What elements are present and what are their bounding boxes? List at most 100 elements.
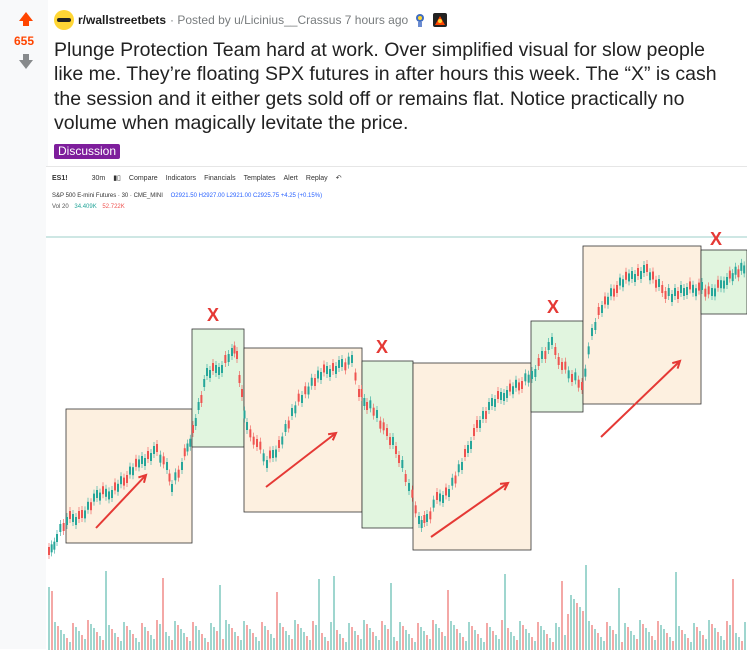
candle xyxy=(531,371,533,379)
candle xyxy=(294,405,297,414)
volume-bar xyxy=(141,623,143,650)
candle xyxy=(392,437,394,445)
cash-box xyxy=(530,320,584,413)
volume-bar xyxy=(459,633,461,650)
volume-bar xyxy=(111,629,113,650)
volume-bar xyxy=(72,623,74,650)
volume-bar xyxy=(723,640,725,650)
volume-bar xyxy=(66,638,68,650)
volume-bar xyxy=(669,637,671,650)
upvote-arrow-stem[interactable] xyxy=(23,20,29,26)
x-marker: X xyxy=(207,305,219,325)
vote-column: 655 xyxy=(0,0,48,649)
volume-bar xyxy=(519,621,521,650)
volume-bar xyxy=(252,633,254,650)
volume-bar xyxy=(426,635,428,650)
candle xyxy=(221,365,223,373)
volume-bar xyxy=(360,639,362,650)
candle xyxy=(616,285,618,293)
volume-bar xyxy=(657,621,659,650)
subreddit-avatar-icon[interactable] xyxy=(54,10,74,30)
candle xyxy=(189,438,192,447)
volume-bar xyxy=(444,636,446,650)
candle xyxy=(698,282,700,291)
post-title[interactable]: Plunge Protection Team hard at work. Ove… xyxy=(54,39,717,135)
volume-bar xyxy=(333,576,335,650)
volume-bar xyxy=(180,629,182,650)
candle xyxy=(445,487,447,496)
candle xyxy=(166,462,168,470)
candle xyxy=(218,367,220,375)
volume-bar xyxy=(687,638,689,650)
volume-bar xyxy=(630,631,632,650)
volume-bar xyxy=(597,633,599,650)
candle xyxy=(297,393,300,402)
candle xyxy=(181,462,183,470)
candle xyxy=(93,493,95,502)
downvote-arrow-stem[interactable] xyxy=(23,54,29,60)
volume-bar xyxy=(285,631,287,650)
candle xyxy=(138,459,140,468)
candle xyxy=(366,402,368,410)
volume-bar xyxy=(681,630,683,650)
candle xyxy=(78,511,80,519)
volume-bar xyxy=(258,641,260,650)
candle xyxy=(275,449,277,458)
candle xyxy=(144,458,146,466)
volume-bar xyxy=(507,628,509,650)
volume-bar xyxy=(303,632,305,650)
volume-bar xyxy=(69,642,71,650)
candle xyxy=(515,379,517,388)
volume-bar xyxy=(420,627,422,650)
volume-bar xyxy=(483,642,485,650)
candle xyxy=(619,277,621,286)
subreddit-link[interactable]: r/wallstreetbets xyxy=(78,13,167,27)
volume-bar xyxy=(636,639,638,650)
candle xyxy=(102,486,104,495)
volume-bar xyxy=(540,626,542,650)
volume-bar xyxy=(183,633,185,650)
volume-bar xyxy=(705,639,707,650)
candle xyxy=(363,398,366,406)
award-icon[interactable] xyxy=(412,12,428,28)
volume-bar xyxy=(54,622,56,650)
volume-bar xyxy=(249,629,251,650)
volume-bar xyxy=(537,622,539,650)
volume-bar xyxy=(93,628,95,650)
downvote-arrow-icon[interactable] xyxy=(19,60,33,69)
volume-bar xyxy=(159,624,161,650)
upvote-arrow-icon[interactable] xyxy=(19,12,33,21)
candle xyxy=(53,541,56,550)
flair-badge[interactable]: Discussion xyxy=(54,144,121,159)
volume-bar xyxy=(693,623,695,650)
volume-bar xyxy=(138,642,140,650)
toolbar-item-compare: Compare xyxy=(128,174,158,182)
candle xyxy=(426,514,428,522)
volume-bar xyxy=(525,629,527,650)
candle xyxy=(304,386,307,395)
chart-image[interactable]: ES1! 30m ▮▯ Compare Indicators Financial… xyxy=(46,166,747,650)
volume-bar xyxy=(558,627,560,650)
candle xyxy=(168,473,171,482)
volume-bar xyxy=(135,638,137,650)
award-icon[interactable] xyxy=(432,12,448,28)
volume-bar xyxy=(465,641,467,650)
volume-value-2: 52.722K xyxy=(102,204,125,210)
volume-bar xyxy=(516,640,518,650)
candle xyxy=(470,441,472,449)
candle xyxy=(494,399,496,407)
volume-bar xyxy=(216,631,218,650)
candle xyxy=(284,424,287,432)
volume-bar xyxy=(432,620,434,650)
candle xyxy=(743,265,746,274)
candle xyxy=(354,372,357,381)
volume-bar xyxy=(177,625,179,650)
candles-icon: ▮▯ xyxy=(113,175,121,182)
candle xyxy=(677,291,679,299)
candle xyxy=(731,273,734,282)
volume-bar xyxy=(144,627,146,650)
volume-bar xyxy=(576,603,578,650)
candle xyxy=(132,467,134,476)
volume-bar xyxy=(81,635,83,650)
volume-bar xyxy=(345,642,347,650)
